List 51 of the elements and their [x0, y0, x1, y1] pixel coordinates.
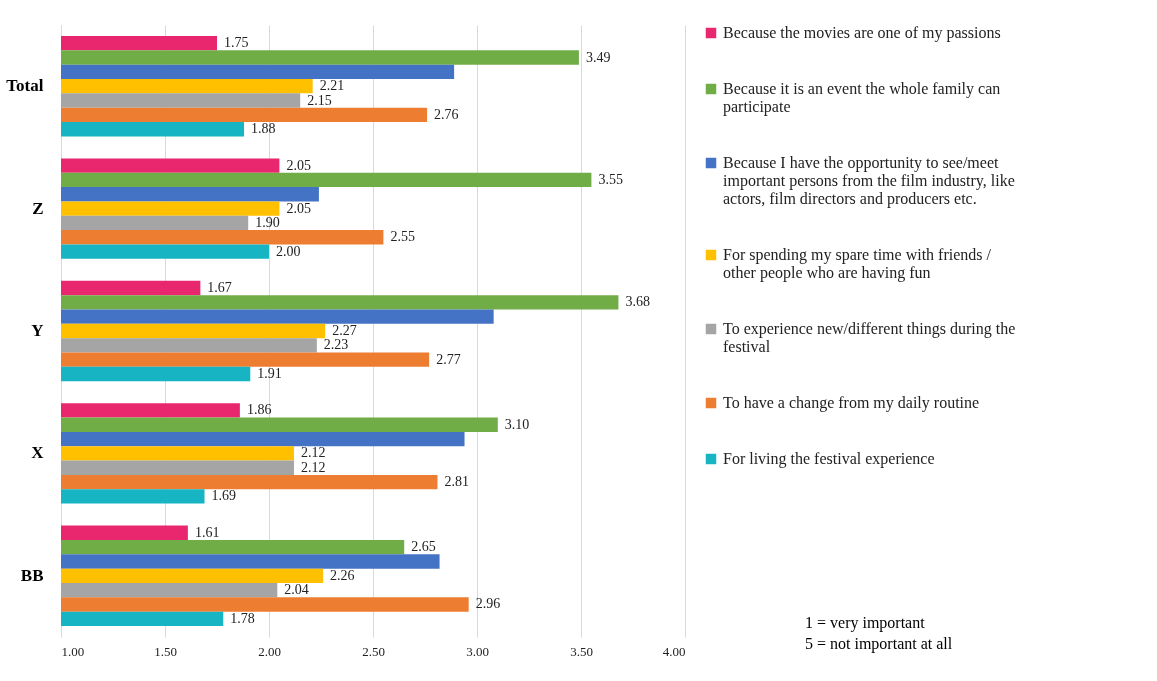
- data-label: 2.27: [332, 323, 357, 338]
- data-label: 1.69: [211, 488, 237, 504]
- data-label: 1.90: [255, 214, 280, 230]
- y-tick-label: X: [31, 443, 45, 463]
- data-label: 2.65: [411, 539, 436, 555]
- data-label: 1.91: [257, 366, 282, 382]
- data-label: 2.00: [276, 243, 301, 259]
- data-label: 2.81: [444, 474, 469, 490]
- legend-label: To experience new/different things during the festival: [723, 320, 1016, 355]
- data-label: 2.15: [307, 92, 332, 108]
- data-label: 1.86: [246, 402, 272, 418]
- x-tick-label: 2.50: [362, 643, 385, 659]
- data-label: 1.67: [207, 279, 232, 295]
- legend-label: To have a change from my daily routine: [723, 394, 980, 412]
- text: 1 = very important: [805, 613, 926, 633]
- data-label: 2.04: [284, 582, 309, 598]
- y-tick-label: Z: [32, 198, 44, 218]
- data-label: 2.96: [475, 596, 501, 612]
- legend-label: Because the movies are one of my passions: [723, 24, 1001, 42]
- data-label: 1.75: [224, 35, 249, 51]
- data-label: 2.55: [390, 229, 415, 245]
- data-label: 3.55: [598, 171, 623, 187]
- y-tick-label: Y: [31, 321, 44, 340]
- data-label: 1.78: [230, 610, 255, 626]
- data-label: 1.88: [251, 121, 276, 137]
- y-tick-label: BB: [20, 565, 44, 585]
- text: 5 = not important at all: [805, 634, 953, 654]
- data-label: 2.26: [330, 567, 355, 583]
- data-label: 1.61: [194, 524, 220, 540]
- x-tick-label: 1.00: [61, 643, 85, 659]
- data-label: 3.49: [585, 49, 611, 65]
- data-label: 2.05: [286, 200, 311, 216]
- legend-label: Because it is an event the whole family can participate: [723, 80, 1001, 116]
- x-tick-label: 1.50: [154, 643, 177, 659]
- x-tick-label: 3.50: [570, 643, 593, 659]
- data-label: 2.77: [436, 351, 461, 367]
- x-tick-label: 4.00: [662, 643, 686, 659]
- y-tick-label: Total: [6, 76, 44, 96]
- legend-label: Because I have the opportunity to see/meet important persons from the film industry, like actors, film directors and producers etc.: [723, 154, 1015, 208]
- data-label: 2.12: [300, 445, 326, 461]
- data-label: 2.76: [434, 106, 459, 122]
- x-tick-label: 3.00: [466, 643, 489, 659]
- data-label: 2.23: [323, 337, 349, 353]
- data-label: 2.12: [300, 459, 326, 475]
- legend-label: For spending my spare time with friends / other people who are having fun: [723, 246, 992, 282]
- data-label: 3.10: [504, 416, 530, 432]
- data-label: 2.21: [319, 78, 345, 94]
- x-tick-label: 2.00: [258, 643, 281, 659]
- data-label: 2.05: [286, 157, 311, 173]
- data-label: 3.68: [625, 294, 650, 310]
- legend-label: For living the festival experience: [723, 450, 935, 468]
